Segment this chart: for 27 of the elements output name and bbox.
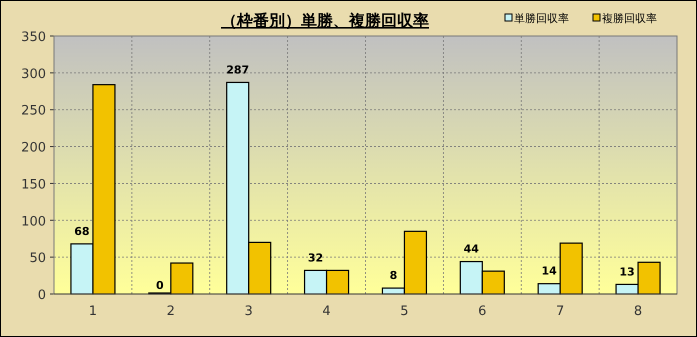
y-tick-label: 250: [21, 104, 46, 119]
chart-title: （枠番別）単勝、複勝回収率: [221, 11, 429, 30]
data-label: 8: [390, 269, 398, 282]
x-tick-label: 7: [556, 304, 564, 319]
legend-label: 複勝回収率: [602, 12, 657, 25]
x-tick-label: 5: [400, 304, 409, 319]
data-label: 13: [619, 265, 635, 278]
y-tick-label: 150: [21, 177, 46, 192]
y-tick-label: 200: [21, 140, 46, 156]
x-tick-label: 3: [244, 304, 253, 319]
data-label: 0: [156, 279, 164, 292]
x-tick-label: 2: [166, 304, 175, 319]
legend-label: 単勝回収率: [514, 12, 569, 25]
y-tick-label: 300: [21, 66, 46, 82]
x-tick-label: 1: [88, 304, 98, 319]
data-label: 287: [226, 63, 250, 76]
y-tick-label: 100: [21, 214, 46, 230]
x-tick-label: 4: [322, 304, 331, 319]
y-tick-label: 0: [38, 288, 46, 303]
y-tick-label: 350: [21, 30, 46, 45]
data-label: 32: [308, 251, 324, 264]
data-label: 68: [74, 224, 90, 238]
y-tick-label: 50: [29, 251, 46, 266]
data-label: 44: [464, 242, 480, 256]
x-tick-label: 6: [478, 304, 486, 319]
x-tick-label: 8: [634, 304, 642, 319]
data-label: 14: [542, 264, 558, 278]
